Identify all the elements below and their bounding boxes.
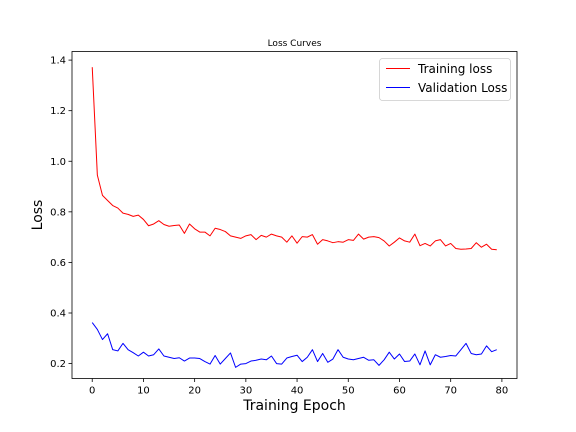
x-axis-label: Training Epoch: [242, 398, 346, 414]
y-tick-label: 1.2: [50, 106, 66, 117]
y-tick-label: 0.6: [50, 258, 66, 269]
y-tick-label: 0.2: [50, 359, 66, 370]
x-ticks: 0 10 20 30 40 50 60 70 80: [89, 378, 509, 397]
x-tick-label: 0: [89, 386, 95, 397]
y-tick-label: 0.4: [50, 308, 66, 319]
chart-title: Loss Curves: [268, 39, 322, 49]
y-tick-label: 1.0: [50, 157, 66, 168]
x-tick-label: 30: [239, 386, 252, 397]
x-tick-label: 60: [393, 386, 406, 397]
plot-frame: [71, 51, 518, 379]
x-tick-label: 20: [188, 386, 201, 397]
legend-label-training-loss: Training loss: [417, 62, 492, 76]
legend: Training loss Validation Loss: [379, 58, 511, 101]
x-tick-label: 80: [496, 386, 509, 397]
y-tick-label: 0.8: [50, 207, 66, 218]
series-line-training-loss: [91, 67, 497, 251]
y-ticks: 0.2 0.4 0.6 0.8 1.0 1.2 1.4: [50, 56, 72, 370]
y-tick-label: 1.4: [50, 56, 66, 67]
legend-label-validation-loss: Validation Loss: [418, 81, 507, 95]
series-line-validation-loss: [91, 322, 497, 368]
x-tick-label: 50: [342, 386, 355, 397]
x-tick-label: 10: [137, 386, 150, 397]
x-tick-label: 40: [291, 386, 304, 397]
y-axis-label: Loss: [30, 200, 46, 231]
x-tick-label: 70: [444, 386, 457, 397]
legend-box: [379, 58, 511, 101]
plot-lines: [91, 67, 497, 368]
